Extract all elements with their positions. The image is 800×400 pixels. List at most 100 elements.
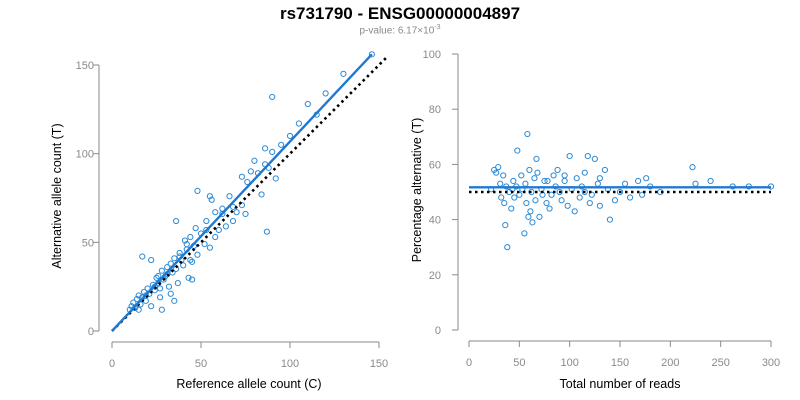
left-data-point xyxy=(148,256,155,264)
right-data-point xyxy=(707,177,714,185)
right-data-point xyxy=(556,188,563,196)
left-data-point xyxy=(212,233,219,241)
right-data-point xyxy=(497,180,504,187)
left-data-point xyxy=(139,253,146,260)
right-y-axis-title: Percentage alternative (T) xyxy=(410,118,424,263)
left-data-point xyxy=(183,241,190,248)
right-y-tick-label: 40 xyxy=(429,215,441,227)
right-data-point xyxy=(502,222,509,229)
figure-title: rs731790 - ENSG00000004897 xyxy=(279,4,521,23)
left-data-point xyxy=(172,217,180,225)
left-data-point xyxy=(135,306,142,313)
right-x-tick-label: 250 xyxy=(711,357,729,369)
right-data-point xyxy=(533,155,540,162)
left-data-point xyxy=(158,267,165,274)
left-data-point xyxy=(156,285,164,292)
right-data-point xyxy=(550,172,557,179)
right-data-point xyxy=(493,169,500,176)
right-data-point xyxy=(689,164,696,171)
left-data-point xyxy=(171,297,178,304)
left-data-point xyxy=(368,51,375,58)
left-data-point xyxy=(278,141,285,148)
right-data-point xyxy=(571,208,578,215)
left-data-point xyxy=(203,217,210,225)
right-data-point xyxy=(526,166,533,174)
left-data-point xyxy=(229,217,237,225)
left-data-point xyxy=(222,223,230,230)
right-data-point xyxy=(639,191,646,198)
right-y-tick-label: 0 xyxy=(435,325,441,337)
right-data-point xyxy=(596,175,603,182)
left-data-point xyxy=(194,187,201,195)
left-data-point xyxy=(219,205,226,212)
left-data-point xyxy=(130,299,137,306)
left-data-point xyxy=(185,274,192,281)
left-data-point xyxy=(206,244,213,251)
left-data-point xyxy=(261,145,269,152)
left-data-point xyxy=(133,295,141,303)
right-data-point xyxy=(532,197,539,204)
right-y-tick-label: 60 xyxy=(429,159,441,171)
right-data-point xyxy=(534,169,541,176)
left-data-point xyxy=(148,303,155,310)
right-data-point xyxy=(528,188,535,196)
right-y-tick-label: 100 xyxy=(423,49,441,61)
right-data-point xyxy=(508,205,515,212)
left-x-tick-label: 150 xyxy=(370,358,388,370)
right-data-point xyxy=(525,213,532,220)
right-data-point xyxy=(536,213,543,220)
left-data-point xyxy=(187,233,194,241)
left-data-point xyxy=(272,175,279,182)
left-data-point xyxy=(189,258,196,265)
right-data-point xyxy=(504,244,511,251)
right-data-point xyxy=(573,175,580,182)
left-data-point xyxy=(171,255,178,262)
left-data-point xyxy=(153,274,160,281)
left-data-point xyxy=(233,209,240,216)
left-data-point xyxy=(140,288,148,296)
right-data-point xyxy=(498,194,505,201)
right-data-point xyxy=(692,180,699,187)
right-data-point xyxy=(527,208,534,215)
right-x-tick-label: 50 xyxy=(513,357,525,369)
left-data-point xyxy=(263,228,270,235)
figure-subtitle: p-value: 6.17×10-3 xyxy=(0,24,800,36)
left-data-point xyxy=(167,260,174,267)
left-data-point xyxy=(142,292,149,299)
left-x-tick-label: 0 xyxy=(109,358,115,370)
left-data-point xyxy=(295,120,302,127)
right-data-point xyxy=(554,166,561,174)
left-data-point xyxy=(206,193,213,200)
left-reference-line xyxy=(111,55,389,332)
right-x-tick-label: 0 xyxy=(466,357,472,369)
subtitle-prefix: p-value: 6.17×10 xyxy=(359,25,435,37)
right-data-point xyxy=(529,219,536,226)
right-points-group xyxy=(488,130,775,251)
left-y-tick-label: 150 xyxy=(76,60,94,72)
left-data-point xyxy=(189,276,196,283)
right-data-point xyxy=(543,199,550,207)
right-data-point xyxy=(586,199,593,207)
right-data-point xyxy=(596,202,603,209)
left-data-point xyxy=(156,294,164,301)
right-data-point xyxy=(635,177,642,185)
right-data-point xyxy=(564,202,571,209)
left-data-point xyxy=(208,196,215,203)
left-data-point xyxy=(258,191,265,198)
left-data-point xyxy=(238,201,246,209)
left-data-point xyxy=(212,209,219,216)
right-data-point xyxy=(588,191,595,198)
left-data-point xyxy=(158,306,165,313)
right-data-point xyxy=(611,197,619,204)
left-x-tick-label: 100 xyxy=(281,358,299,370)
right-x-tick-label: 100 xyxy=(560,357,578,369)
right-y-tick-label: 80 xyxy=(429,104,441,116)
right-data-point xyxy=(561,177,568,185)
left-data-point xyxy=(194,251,201,258)
left-data-point xyxy=(135,292,142,299)
left-data-point xyxy=(181,237,189,244)
left-data-point xyxy=(155,272,162,280)
